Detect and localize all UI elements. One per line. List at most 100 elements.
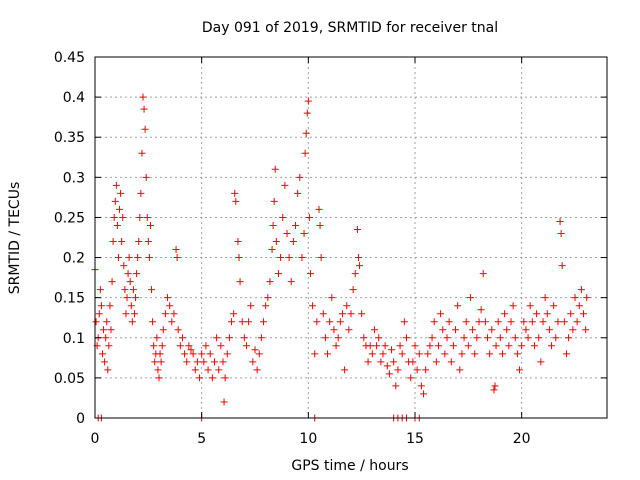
data-point	[104, 366, 112, 374]
data-point	[125, 254, 133, 262]
data-point	[573, 318, 581, 326]
data-point	[379, 350, 387, 358]
data-point	[124, 270, 132, 278]
data-point	[569, 326, 577, 334]
data-point	[464, 342, 472, 350]
data-point	[302, 129, 310, 137]
data-point	[271, 165, 279, 173]
data-point	[228, 318, 236, 326]
data-point	[240, 334, 248, 342]
data-point	[437, 310, 445, 318]
data-point	[537, 358, 545, 366]
data-point	[548, 342, 556, 350]
data-point	[153, 334, 161, 342]
x-tick-label: 15	[406, 431, 424, 447]
data-point	[137, 189, 145, 197]
data-point	[400, 318, 408, 326]
data-point	[127, 302, 135, 310]
data-point	[247, 302, 255, 310]
data-point	[554, 318, 562, 326]
data-point	[330, 326, 338, 334]
data-point	[366, 342, 374, 350]
data-point	[575, 302, 583, 310]
data-point	[520, 318, 528, 326]
data-point	[475, 318, 483, 326]
data-point	[494, 318, 502, 326]
data-point	[535, 334, 543, 342]
data-point	[174, 326, 182, 334]
data-point	[98, 350, 106, 358]
data-point	[232, 197, 240, 205]
x-tick-label: 5	[197, 431, 206, 447]
data-point	[469, 326, 477, 334]
data-point	[303, 109, 311, 117]
data-point	[249, 358, 257, 366]
data-point	[550, 302, 558, 310]
data-point	[383, 362, 391, 370]
data-point	[113, 221, 121, 229]
data-point	[138, 149, 146, 157]
data-point	[441, 350, 449, 358]
data-point	[411, 342, 419, 350]
data-point	[466, 294, 474, 302]
data-point	[159, 326, 167, 334]
data-point	[304, 97, 312, 105]
data-point	[439, 326, 447, 334]
data-point	[95, 310, 103, 318]
data-point	[428, 334, 436, 342]
data-point	[473, 334, 481, 342]
data-point	[324, 350, 332, 358]
data-point	[321, 334, 329, 342]
data-point	[349, 286, 357, 294]
data-point	[511, 334, 519, 342]
data-point	[460, 334, 468, 342]
data-point	[120, 262, 128, 270]
data-point	[518, 342, 526, 350]
data-point	[269, 221, 277, 229]
data-point	[394, 366, 402, 374]
data-point	[498, 350, 506, 358]
data-point	[360, 334, 368, 342]
data-point	[491, 382, 499, 390]
data-point	[300, 229, 308, 237]
data-point	[509, 302, 517, 310]
data-point	[289, 238, 297, 246]
data-point	[452, 326, 460, 334]
data-point	[140, 105, 148, 113]
data-point	[407, 374, 415, 382]
data-point	[392, 382, 400, 390]
x-axis-label: GPS time / hours	[291, 458, 408, 474]
data-point	[142, 173, 150, 181]
data-point	[149, 318, 157, 326]
data-point	[274, 270, 282, 278]
data-point	[264, 294, 272, 302]
data-point	[358, 310, 366, 318]
data-point	[235, 254, 243, 262]
data-point	[541, 294, 549, 302]
data-point	[315, 205, 323, 213]
data-point	[134, 254, 142, 262]
data-point	[215, 366, 223, 374]
chart-title: Day 091 of 2019, SRMTID for receiver tna…	[202, 20, 498, 36]
data-point	[92, 318, 100, 326]
data-point	[119, 213, 127, 221]
data-point	[266, 278, 274, 286]
data-point	[338, 310, 346, 318]
data-point	[507, 318, 515, 326]
data-point	[277, 254, 285, 262]
data-point	[122, 310, 130, 318]
y-tick-label: 0.2	[63, 251, 85, 267]
data-point	[221, 374, 229, 382]
data-point	[191, 366, 199, 374]
data-point	[231, 189, 239, 197]
y-tick-label: 0	[76, 411, 85, 427]
data-point	[356, 262, 364, 270]
data-point	[97, 302, 105, 310]
data-point	[486, 350, 494, 358]
grid-lines	[95, 57, 607, 418]
data-point	[210, 358, 218, 366]
y-tick-label: 0.3	[63, 170, 85, 186]
data-point	[272, 238, 280, 246]
data-point	[562, 350, 570, 358]
